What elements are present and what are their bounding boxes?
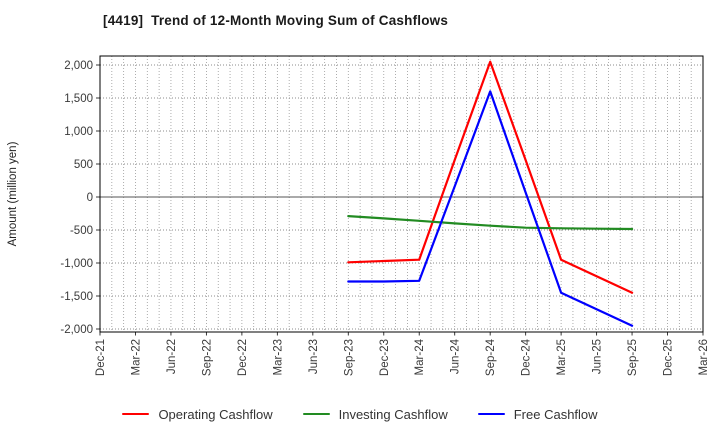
svg-text:Jun-23: Jun-23 bbox=[308, 339, 320, 374]
svg-text:Sep-22: Sep-22 bbox=[201, 339, 213, 376]
svg-text:Jun-25: Jun-25 bbox=[592, 339, 604, 374]
plot-area: Dec-21 Mar-22 Jun-22 Sep-22 Dec-22 Mar-23 Jun-… bbox=[7, 55, 710, 376]
svg-text:Jun-22: Jun-22 bbox=[166, 339, 178, 374]
svg-text:-500: -500 bbox=[70, 225, 93, 237]
svg-text:500: 500 bbox=[74, 159, 93, 171]
chart-title: [4419] Trend of 12-Month Moving Sum of C… bbox=[103, 13, 449, 28]
svg-text:2,000: 2,000 bbox=[64, 60, 93, 72]
svg-text:Sep-23: Sep-23 bbox=[343, 339, 355, 376]
svg-text:Mar-24: Mar-24 bbox=[414, 338, 426, 375]
svg-text:Dec-24: Dec-24 bbox=[521, 338, 533, 376]
svg-text:Mar-26: Mar-26 bbox=[698, 339, 710, 375]
legend-item-investing: Investing Cashflow bbox=[302, 406, 448, 422]
legend-swatch-free-line bbox=[477, 412, 505, 416]
legend-swatch-operating-line bbox=[122, 412, 150, 416]
svg-text:-1,000: -1,000 bbox=[60, 258, 93, 270]
legend: Operating Cashflow Investing Cashflow Fr… bbox=[0, 403, 720, 425]
svg-text:-1,500: -1,500 bbox=[60, 291, 93, 303]
svg-text:Mar-25: Mar-25 bbox=[556, 339, 568, 375]
svg-text:Dec-22: Dec-22 bbox=[237, 339, 249, 376]
svg-text:0: 0 bbox=[87, 192, 93, 204]
svg-text:1,000: 1,000 bbox=[64, 126, 93, 138]
svg-text:Jun-24: Jun-24 bbox=[450, 338, 462, 374]
svg-text:Dec-25: Dec-25 bbox=[663, 339, 675, 376]
svg-text:Mar-22: Mar-22 bbox=[130, 339, 142, 375]
svg-text:Sep-25: Sep-25 bbox=[627, 339, 639, 376]
legend-item-operating: Operating Cashflow bbox=[122, 406, 273, 422]
legend-label-free: Free Cashflow bbox=[513, 406, 598, 422]
svg-text:Dec-23: Dec-23 bbox=[379, 339, 391, 376]
svg-text:Sep-24: Sep-24 bbox=[485, 338, 497, 376]
svg-text:-2,000: -2,000 bbox=[60, 324, 93, 336]
svg-text:Dec-21: Dec-21 bbox=[95, 339, 107, 376]
svg-text:1,500: 1,500 bbox=[64, 93, 93, 105]
legend-item-free: Free Cashflow bbox=[477, 406, 598, 422]
svg-text:Mar-23: Mar-23 bbox=[272, 339, 284, 375]
legend-swatch-investing-line bbox=[302, 412, 330, 416]
legend-label-operating: Operating Cashflow bbox=[158, 406, 273, 422]
legend-label-investing: Investing Cashflow bbox=[338, 406, 448, 422]
svg-text:Amount (million yen): Amount (million yen) bbox=[7, 141, 19, 246]
